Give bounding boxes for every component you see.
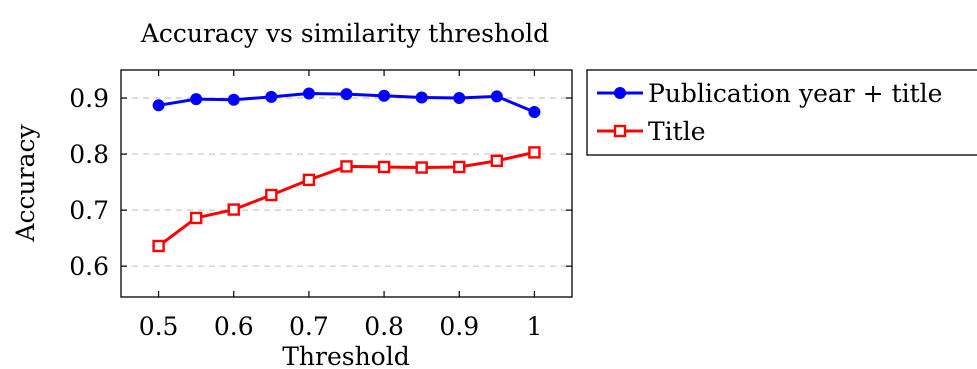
x-tick-label: 1 [526,312,542,341]
series-2 [152,146,541,253]
data-point [378,89,391,102]
chart-title: Accuracy vs similarity threshold [140,19,549,48]
data-point [490,90,503,103]
data-point [340,88,353,101]
y-axis-label: Accuracy [11,124,40,243]
legend-frame [586,69,977,156]
y-tick-label: 0.7 [69,196,109,225]
legend-marker [614,87,626,99]
x-tick-label: 0.7 [289,312,329,341]
plot-area-frame [120,69,573,298]
y-tick-label: 0.9 [69,84,109,113]
data-point [528,106,541,119]
data-point [415,91,428,104]
data-point [227,203,240,216]
data-point [302,173,316,187]
data-point [265,90,278,103]
data-point [302,87,315,100]
axis-ticks: 0.6 0.7 0.8 0.9 0.5 0.6 0.7 0.8 0.9 1 [69,70,572,341]
data-point [340,160,353,173]
legend-marker [613,124,627,138]
data-point [189,211,203,225]
data-point [377,160,391,174]
data-point [453,160,466,174]
x-tick-label: 0.5 [139,312,179,341]
legend-entry: Publication year + title [597,79,942,108]
data-point [152,99,165,112]
data-point [528,146,541,159]
x-tick-label: 0.6 [214,312,254,341]
gridlines [121,97,572,267]
legend-label: Title [648,117,706,146]
legend-items: Publication year + title Title [597,79,942,146]
data-point [415,161,428,174]
series-layer [152,87,541,253]
x-axis-label: Threshold [282,342,410,369]
legend-label: Publication year + title [648,79,942,108]
x-tick-label: 0.8 [364,312,404,341]
data-point [190,93,203,106]
legend: Publication year + title Title [586,69,977,156]
legend-entry: Title [597,117,706,146]
data-point [227,93,240,106]
data-point [453,92,466,105]
x-tick-label: 0.9 [439,312,479,341]
series-1 [152,87,541,119]
y-tick-label: 0.6 [69,252,109,281]
data-point [152,239,165,253]
data-point [265,188,278,202]
y-tick-label: 0.8 [69,140,109,169]
data-point [490,154,504,168]
